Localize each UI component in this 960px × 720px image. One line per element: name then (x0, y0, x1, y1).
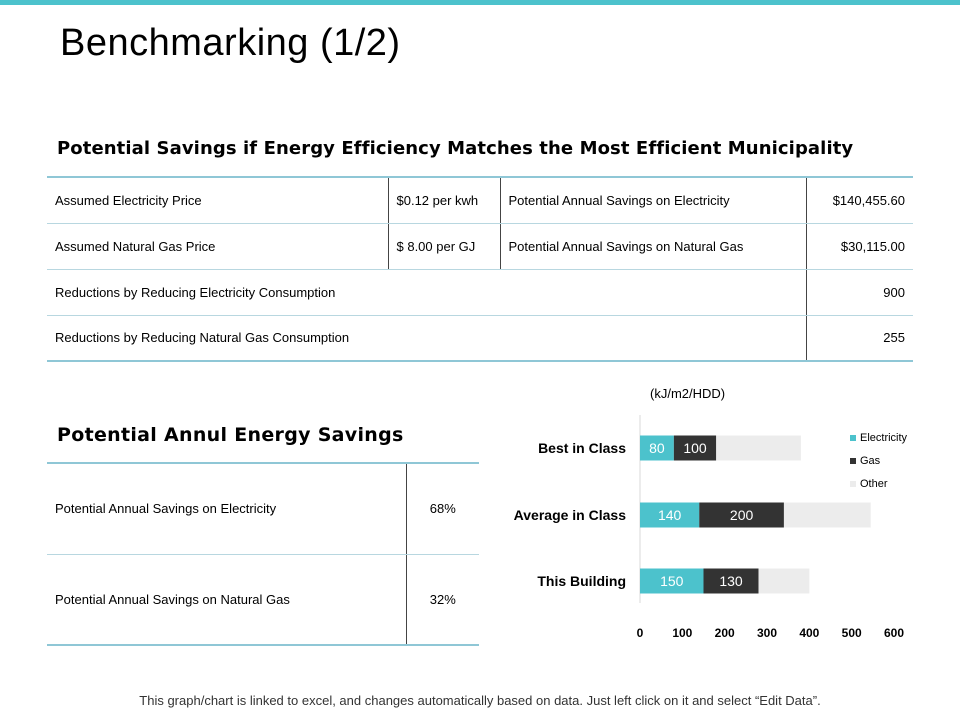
table-cell: $ 8.00 per GJ (387, 223, 500, 270)
table-cell: 900 (805, 269, 913, 316)
top-accent-bar (0, 0, 960, 5)
legend-label: Gas (860, 455, 881, 467)
table-cell: Potential Annual Savings on Electricity (499, 176, 806, 224)
energy-savings-section-title: Potential Annul Energy Savings (57, 424, 404, 446)
stacked-bar-chart: Best in Class Average in Class This Buildi… (514, 415, 908, 640)
table-row: Assumed Electricity Price $0.12 per kwh … (47, 176, 913, 224)
table-row: Potential Annual Savings on Natural Gas … (47, 554, 479, 646)
energy-savings-table: Potential Annual Savings on Electricity … (47, 462, 479, 646)
bar-segment-electricity (640, 435, 674, 461)
x-tick-label: 0 (637, 626, 644, 640)
table-cell: Potential Annual Savings on Electricity (47, 462, 406, 555)
table-row: Reductions by Reducing Electricity Consu… (47, 269, 913, 316)
table-cell: Potential Annual Savings on Natural Gas (499, 223, 806, 270)
bar-segment-electricity (640, 568, 704, 594)
table-row: Assumed Natural Gas Price $ 8.00 per GJ … (47, 223, 913, 270)
legend-label: Other (860, 478, 888, 490)
chart-unit-label: (kJ/m2/HDD) (650, 386, 726, 401)
table-cell: 32% (405, 554, 479, 646)
bar-segment-gas (703, 568, 759, 594)
data-label: 200 (730, 507, 754, 523)
category-label: Average in Class (514, 507, 627, 523)
table-cell: Potential Annual Savings on Natural Gas (47, 554, 406, 646)
legend-swatch (850, 481, 856, 487)
category-label: This Building (537, 573, 626, 589)
legend-swatch (850, 458, 856, 464)
data-label: 150 (660, 573, 684, 589)
data-label: 100 (683, 440, 707, 456)
bar-segment-other (783, 502, 871, 528)
data-label: 80 (649, 440, 665, 456)
data-label: 130 (719, 573, 743, 589)
footer-note: This graph/chart is linked to excel, and… (139, 693, 821, 708)
table-cell: Assumed Electricity Price (47, 176, 388, 224)
page-title: Benchmarking (1/2) (60, 22, 401, 64)
x-tick-label: 400 (799, 626, 819, 640)
table-cell: $30,115.00 (805, 223, 913, 270)
table-cell: Reductions by Reducing Natural Gas Consu… (47, 315, 806, 362)
table-row: Potential Annual Savings on Electricity … (47, 462, 479, 555)
bar-segment-other (758, 568, 810, 594)
table-cell: $0.12 per kwh (387, 176, 500, 224)
x-tick-label: 100 (672, 626, 692, 640)
table-cell: 68% (405, 462, 479, 555)
savings-table: Assumed Electricity Price $0.12 per kwh … (47, 176, 913, 362)
table-cell: 255 (805, 315, 913, 362)
data-label: 140 (658, 507, 682, 523)
table-cell: Assumed Natural Gas Price (47, 223, 388, 270)
bar-segment-other (716, 435, 801, 461)
legend-label: Electricity (860, 432, 908, 444)
bar-segment-electricity (640, 502, 700, 528)
x-tick-label: 600 (884, 626, 904, 640)
x-tick-label: 200 (715, 626, 735, 640)
category-label: Best in Class (538, 440, 626, 456)
x-tick-label: 300 (757, 626, 777, 640)
legend-swatch (850, 435, 856, 441)
savings-section-title: Potential Savings if Energy Efficiency M… (57, 138, 854, 159)
bar-segment-gas (673, 435, 717, 461)
x-tick-label: 500 (842, 626, 862, 640)
bar-segment-gas (699, 502, 784, 528)
table-cell: $140,455.60 (805, 176, 913, 224)
table-row: Reductions by Reducing Natural Gas Consu… (47, 315, 913, 362)
table-cell: Reductions by Reducing Electricity Consu… (47, 269, 806, 316)
